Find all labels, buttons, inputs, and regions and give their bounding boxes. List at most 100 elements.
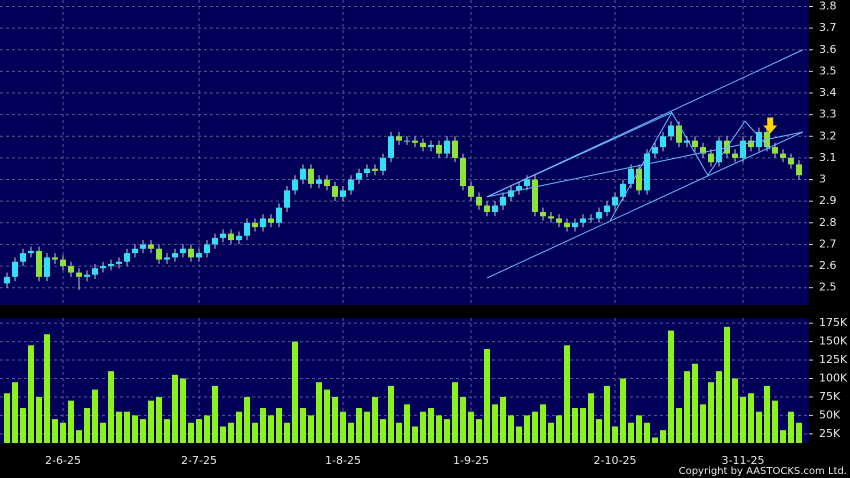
candle-body [468,186,474,197]
candle-body [788,157,794,165]
candle-body [404,140,410,142]
volume-bar [124,411,130,443]
volume-bar [532,411,538,443]
candle-body [372,168,378,171]
candle-body [428,144,434,148]
volume-bar [572,408,578,443]
candle-body [508,190,514,197]
volume-bar [636,415,642,443]
volume-bar [228,422,234,443]
volume-bar [556,415,562,443]
volume-bar [716,371,722,443]
candle-body [732,153,738,158]
candle-body [348,179,354,191]
candle-body [340,190,346,197]
volume-bar [596,419,602,443]
candle-body [524,179,530,187]
y-tick-label: 3.1 [819,151,837,164]
candle-body [516,186,522,191]
candle-body [628,168,634,184]
volume-bar [100,422,106,443]
candle-body [636,168,642,191]
candle-body [212,237,218,245]
volume-bar [444,419,450,443]
volume-bar [300,408,306,443]
candle-body [236,235,242,241]
volume-bar [284,422,290,443]
candle-body [60,259,66,267]
volume-bar [164,419,170,443]
volume-bar [140,419,146,443]
y-tick-label: 175K [819,316,848,329]
y-tick-label: 150K [819,335,848,348]
volume-bar [372,396,378,443]
volume-bar [276,408,282,443]
candle-body [492,205,498,212]
candle-body [396,136,402,141]
volume-bar [516,426,522,443]
volume-bar [84,408,90,443]
volume-bar [740,396,746,443]
volume-bar [316,382,322,443]
y-tick-label: 50K [819,408,841,421]
candle-body [548,216,554,219]
candle-body [220,233,226,238]
candle-body [332,186,338,197]
volume-bar [612,426,618,443]
volume-bar [620,378,626,443]
volume-bar [212,385,218,443]
volume-bar [772,400,778,443]
candle-body [652,147,658,154]
trend-line [486,131,804,198]
volume-bar [380,419,386,443]
volume-bar [644,422,650,443]
candle-body [228,233,234,241]
y-tick-label: 3.8 [819,0,837,12]
candle-body [196,253,202,258]
candle-body [180,248,186,254]
volume-bar [564,345,570,443]
volume-bar [700,404,706,443]
volume-bar [188,422,194,443]
candle-body [132,248,138,254]
y-tick-label: 3 [819,173,826,186]
volume-bar [308,415,314,443]
y-tick-label: 100K [819,372,848,385]
volume-bar [364,411,370,443]
y-tick-label: 2.5 [819,281,837,294]
volume-bar [692,363,698,443]
y-tick-label: 2.9 [819,194,837,207]
candle-body [452,140,458,158]
volume-bar [76,430,82,443]
y-tick-label: 3.4 [819,86,837,99]
x-tick-label: 2-10-25 [594,454,637,467]
y-tick-label: 2.7 [819,237,837,250]
candle-body [700,147,706,154]
candle-body [324,179,330,187]
candle-body [476,196,482,206]
candle-body [148,244,154,249]
volume-bar [748,393,754,443]
y-tick-label: 3.3 [819,108,837,121]
x-tick-label: 1-9-25 [453,454,489,467]
volume-bar [788,411,794,443]
volume-bar [108,371,114,443]
candle-body [668,125,674,137]
volume-bar [580,408,586,443]
candle-body [780,153,786,158]
x-tick-label: 2-7-25 [181,454,217,467]
y-tick-label: 75K [819,390,841,403]
candle-body [108,263,114,267]
candle-body [660,136,666,148]
volume-bar [628,422,634,443]
volume-bar [148,400,154,443]
volume-bar [36,396,42,443]
volume-bar [476,419,482,443]
candle-body [20,253,26,262]
candle-body [52,257,58,260]
volume-bar [260,408,266,443]
volume-bar [348,422,354,443]
volume-bar [524,415,530,443]
volume-bar [44,334,50,443]
